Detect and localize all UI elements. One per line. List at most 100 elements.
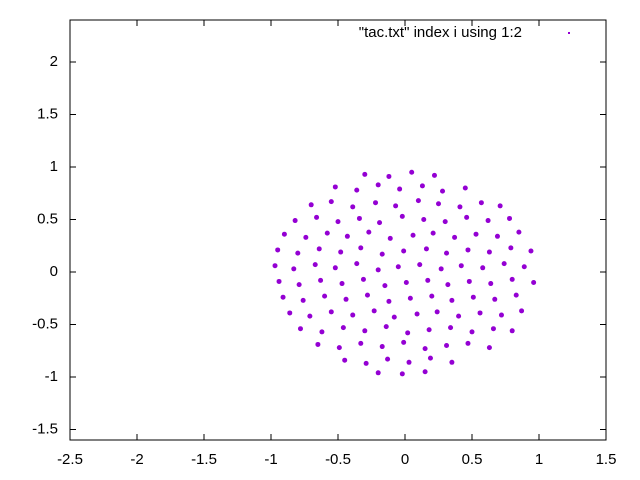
point <box>296 282 302 288</box>
point <box>358 245 364 251</box>
point <box>338 249 344 255</box>
point <box>414 311 420 317</box>
point <box>371 308 377 314</box>
point <box>403 280 409 285</box>
point <box>507 215 513 221</box>
x-tick-label: -1.5 <box>191 451 217 468</box>
point <box>336 345 342 351</box>
point <box>509 276 515 282</box>
point <box>519 308 525 314</box>
point <box>401 339 407 345</box>
x-tick-label: 0 <box>401 451 409 468</box>
point <box>521 264 527 270</box>
point <box>465 340 471 346</box>
point <box>458 263 464 269</box>
point <box>457 204 463 210</box>
point <box>449 359 455 365</box>
point <box>485 218 491 224</box>
point <box>406 359 412 365</box>
point <box>393 203 399 209</box>
point <box>375 267 381 273</box>
point <box>356 215 362 221</box>
point <box>332 184 338 190</box>
point <box>307 313 313 319</box>
point <box>339 281 345 287</box>
point <box>391 314 397 320</box>
point <box>508 245 514 251</box>
point <box>480 265 486 271</box>
point <box>342 357 348 363</box>
point <box>287 310 293 316</box>
point <box>490 326 496 332</box>
point <box>486 249 492 255</box>
point <box>328 199 334 205</box>
point <box>470 294 476 300</box>
point <box>373 200 379 206</box>
point <box>281 231 287 237</box>
point <box>444 250 450 256</box>
point <box>440 188 446 194</box>
x-tick-label: -1 <box>264 451 277 468</box>
point <box>297 326 303 332</box>
point <box>469 329 475 335</box>
point <box>430 230 436 236</box>
point <box>464 214 470 220</box>
point <box>494 233 500 239</box>
point <box>322 293 328 299</box>
x-tick-label: -2 <box>130 451 143 468</box>
point <box>422 369 428 375</box>
point <box>343 296 349 302</box>
point <box>419 183 425 189</box>
point <box>315 341 321 347</box>
plot-frame <box>69 19 607 441</box>
y-tick-label: -1.5 <box>32 420 58 437</box>
x-tick-label: -0.5 <box>325 451 351 468</box>
point <box>386 173 392 179</box>
point <box>318 277 324 283</box>
point <box>358 340 364 346</box>
point <box>401 248 407 254</box>
point <box>300 297 306 303</box>
y-tick-label: 0 <box>50 263 58 280</box>
point <box>466 278 472 284</box>
point <box>328 309 334 315</box>
point <box>280 294 286 300</box>
point <box>492 296 498 302</box>
y-tick-label: -1 <box>45 368 58 385</box>
point <box>449 297 455 303</box>
point <box>488 281 494 287</box>
point <box>509 328 515 334</box>
point <box>427 355 433 361</box>
point <box>386 298 392 304</box>
point <box>316 246 322 252</box>
point <box>362 328 368 334</box>
point <box>409 169 415 175</box>
x-tick-label: 0.5 <box>462 451 483 468</box>
y-tick-label: -0.5 <box>32 315 58 332</box>
point <box>410 232 416 238</box>
point <box>344 233 350 239</box>
point <box>429 293 435 299</box>
point <box>486 345 492 351</box>
point <box>421 217 427 222</box>
point <box>513 292 519 298</box>
point <box>478 200 484 206</box>
legend-marker <box>568 32 570 34</box>
point <box>448 325 454 331</box>
point <box>375 182 381 188</box>
y-tick-label: 0.5 <box>37 210 58 227</box>
point <box>422 346 428 352</box>
point <box>497 203 503 209</box>
point <box>465 247 471 253</box>
point <box>417 262 423 268</box>
point <box>452 234 458 240</box>
point <box>354 261 360 267</box>
point <box>319 329 325 335</box>
point <box>498 312 504 318</box>
point <box>395 264 401 270</box>
point <box>314 214 320 220</box>
point <box>462 185 468 191</box>
point <box>442 219 448 225</box>
